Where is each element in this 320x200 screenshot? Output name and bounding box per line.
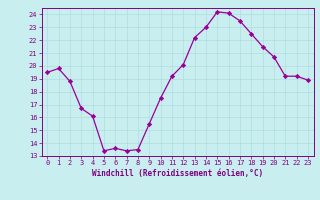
X-axis label: Windchill (Refroidissement éolien,°C): Windchill (Refroidissement éolien,°C) — [92, 169, 263, 178]
